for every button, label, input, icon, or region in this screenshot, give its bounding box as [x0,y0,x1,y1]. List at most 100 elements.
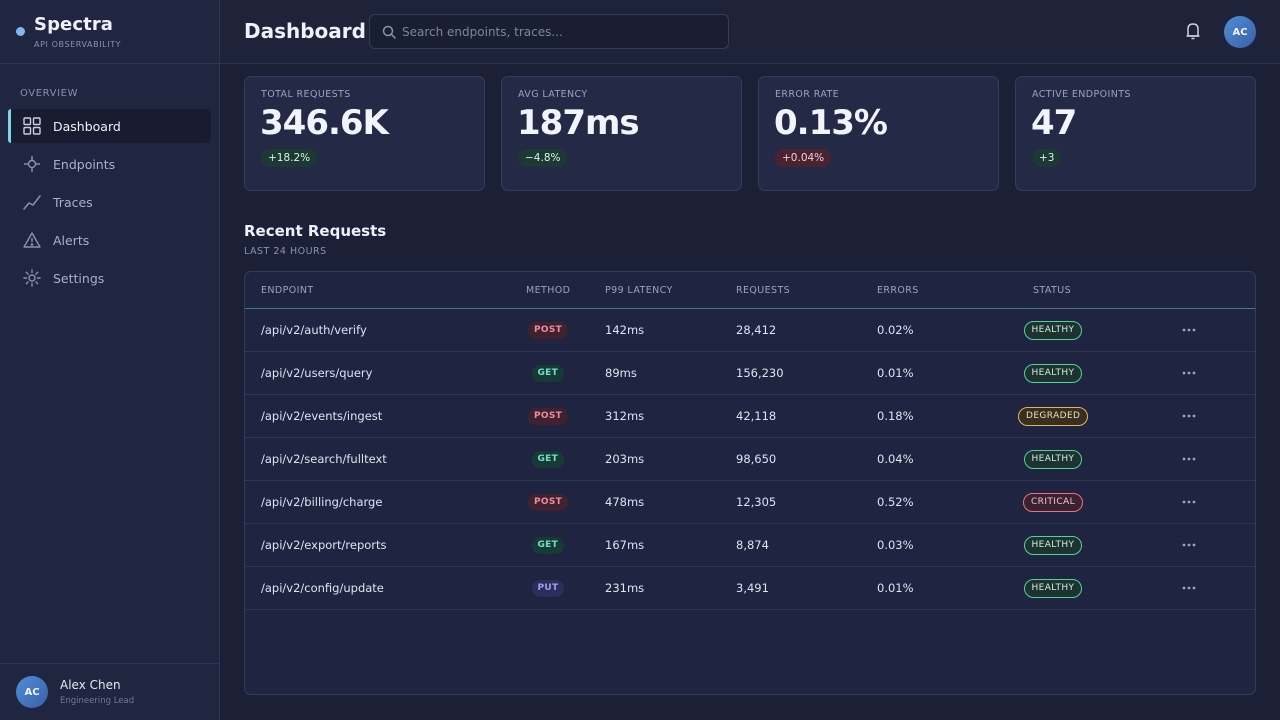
more-options-icon[interactable] [1182,323,1196,337]
sidebar-item-label: Dashboard [53,118,121,134]
latency-value: 231ms [605,581,645,595]
warning-icon [22,230,42,250]
errors-value: 0.03% [877,538,914,552]
method-badge: GET [531,537,565,554]
column-header-p99-latency[interactable]: P99 LATENCY [605,285,673,296]
endpoint-path[interactable]: /api/v2/export/reports [261,538,387,552]
table-row[interactable]: /api/v2/events/ingest POST 312ms 42,118 0.18… [245,395,1255,438]
stat-card-error-rate: ERROR RATE 0.13% +0.04% [758,76,999,191]
stat-card-total-requests: TOTAL REQUESTS 346.6K +18.2% [244,76,485,191]
stat-value: 346.6K [260,103,389,143]
errors-value: 0.02% [877,323,914,337]
table-row[interactable]: /api/v2/export/reports GET 167ms 8,874 0.03%… [245,524,1255,567]
sidebar-item-dashboard[interactable]: Dashboard [8,109,211,143]
stat-label: ACTIVE ENDPOINTS [1032,89,1131,100]
top-header: Dashboard AC [220,0,1280,64]
errors-value: 0.04% [877,452,914,466]
endpoint-path[interactable]: /api/v2/auth/verify [261,323,367,337]
requests-value: 12,305 [736,495,777,509]
table-row[interactable]: /api/v2/config/update PUT 231ms 3,491 0.01% H… [245,567,1255,610]
stat-delta: +0.04% [775,149,832,167]
latency-value: 312ms [605,409,645,423]
status-badge: HEALTHY [1023,321,1083,340]
user-name: Alex Chen [60,678,121,692]
table-row[interactable]: /api/v2/auth/verify POST 142ms 28,412 0.02% H… [245,309,1255,352]
stat-value: 47 [1031,103,1077,143]
status-badge: HEALTHY [1023,536,1083,555]
requests-value: 156,230 [736,366,784,380]
table-row[interactable]: /api/v2/billing/charge POST 478ms 12,305 0.5… [245,481,1255,524]
errors-value: 0.18% [877,409,914,423]
status-badge: DEGRADED [1018,407,1089,426]
status-badge: HEALTHY [1023,579,1083,598]
method-badge: POST [528,494,569,511]
method-badge: POST [528,408,569,425]
stat-card-active-endpoints: ACTIVE ENDPOINTS 47 +3 [1015,76,1256,191]
section-subtitle: LAST 24 HOURS [244,246,327,257]
requests-value: 28,412 [736,323,777,337]
brand: Spectra API OBSERVABILITY [0,0,219,64]
stat-delta: +3 [1032,149,1062,167]
status-badge: CRITICAL [1023,493,1083,512]
requests-value: 42,118 [736,409,777,423]
column-header-method[interactable]: METHOD [526,285,571,296]
crosshair-icon [22,154,42,174]
search-input[interactable] [402,23,712,41]
sidebar-item-alerts[interactable]: Alerts [8,223,211,257]
header-avatar[interactable]: AC [1224,16,1256,48]
search-bar[interactable] [369,14,729,49]
bell-icon[interactable] [1183,21,1203,45]
more-options-icon[interactable] [1182,409,1196,423]
errors-value: 0.01% [877,366,914,380]
stat-delta: +18.2% [261,149,318,167]
gear-icon [22,268,42,288]
endpoint-path[interactable]: /api/v2/users/query [261,366,373,380]
method-badge: GET [531,451,565,468]
sidebar-item-label: Traces [53,194,93,210]
latency-value: 203ms [605,452,645,466]
sidebar-item-settings[interactable]: Settings [8,261,211,295]
stat-value: 187ms [517,103,640,143]
more-options-icon[interactable] [1182,538,1196,552]
stat-value: 0.13% [774,103,888,143]
table-row[interactable]: /api/v2/search/fulltext GET 203ms 98,650 0.0… [245,438,1255,481]
section-title: Recent Requests [244,222,387,240]
sidebar-item-label: Settings [53,270,105,286]
column-header-status[interactable]: STATUS [1033,285,1072,296]
more-options-icon[interactable] [1182,366,1196,380]
latency-value: 167ms [605,538,645,552]
status-badge: HEALTHY [1023,364,1083,383]
latency-value: 89ms [605,366,637,380]
page-title: Dashboard [244,19,366,43]
avatar: AC [16,676,48,708]
more-options-icon[interactable] [1182,495,1196,509]
requests-value: 8,874 [736,538,769,552]
column-header-errors[interactable]: ERRORS [877,285,919,296]
endpoint-path[interactable]: /api/v2/search/fulltext [261,452,387,466]
stat-card-avg-latency: AVG LATENCY 187ms −4.8% [501,76,742,191]
sidebar-item-endpoints[interactable]: Endpoints [8,147,211,181]
sidebar-item-traces[interactable]: Traces [8,185,211,219]
latency-value: 142ms [605,323,645,337]
stat-label: TOTAL REQUESTS [261,89,351,100]
brand-name: Spectra [34,14,114,35]
endpoint-path[interactable]: /api/v2/events/ingest [261,409,383,423]
grid-icon [22,116,42,136]
stat-delta: −4.8% [518,149,568,167]
column-header-requests[interactable]: REQUESTS [736,285,791,296]
table-row[interactable]: /api/v2/users/query GET 89ms 156,230 0.01% HE… [245,352,1255,395]
sidebar-nav: Dashboard Endpoints Traces [8,109,211,299]
more-options-icon[interactable] [1182,452,1196,466]
nav-section-label: OVERVIEW [20,88,79,99]
method-badge: POST [528,322,569,339]
table-header: ENDPOINT METHOD P99 LATENCY REQUESTS ERR… [245,272,1255,309]
column-header-endpoint[interactable]: ENDPOINT [261,285,314,296]
requests-value: 98,650 [736,452,777,466]
endpoint-path[interactable]: /api/v2/billing/charge [261,495,383,509]
user-profile[interactable]: AC Alex Chen Engineering Lead [0,663,219,720]
stat-label: ERROR RATE [775,89,840,100]
endpoint-path[interactable]: /api/v2/config/update [261,581,384,595]
more-options-icon[interactable] [1182,581,1196,595]
status-badge: HEALTHY [1023,450,1083,469]
sidebar-item-label: Alerts [53,232,90,248]
